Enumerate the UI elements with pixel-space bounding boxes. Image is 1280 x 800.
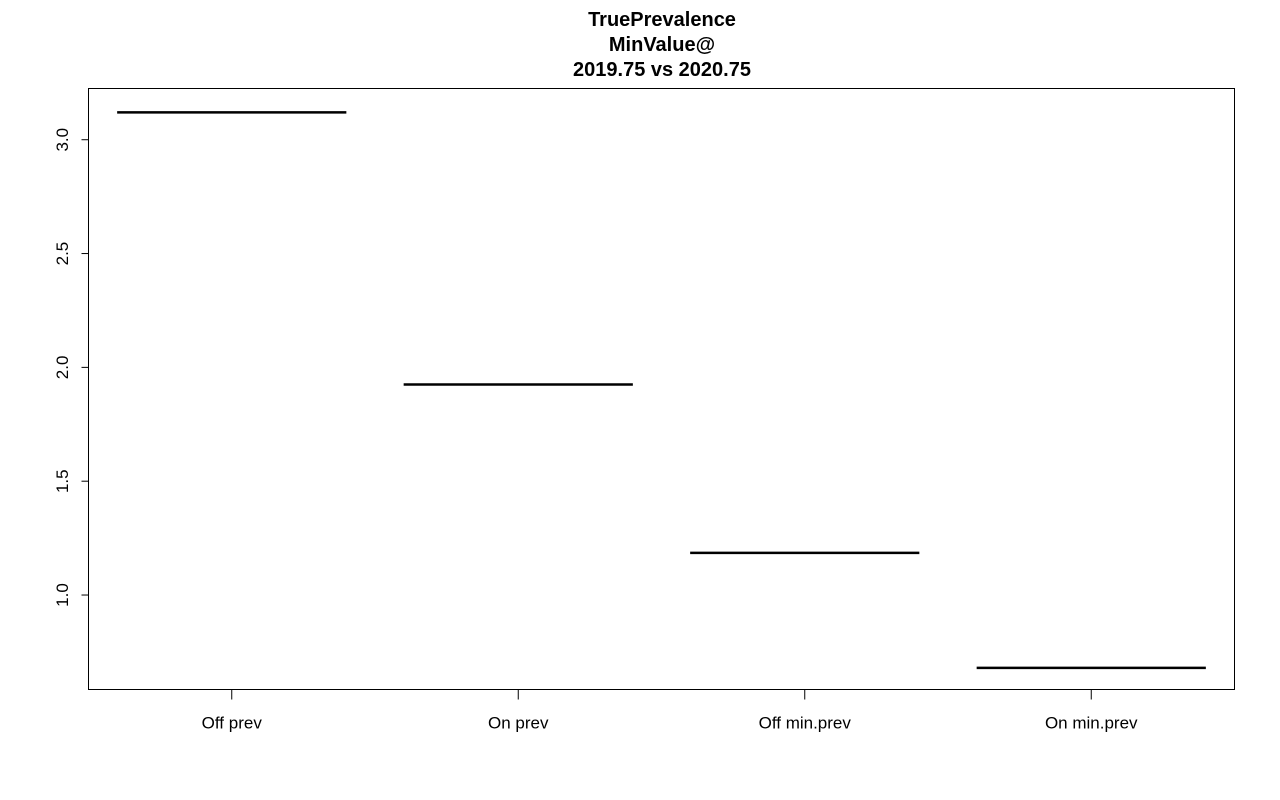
y-tick-label: 1.0 (53, 583, 72, 607)
x-tick-label: Off min.prev (759, 714, 852, 733)
y-tick-label: 2.5 (53, 242, 72, 266)
y-tick-label: 2.0 (53, 356, 72, 380)
y-axis: 1.0 1.5 2.0 2.5 3.0 (53, 128, 89, 607)
x-tick-label: On prev (488, 714, 549, 733)
y-tick-label: 3.0 (53, 128, 72, 152)
y-tick-label: 1.5 (53, 469, 72, 493)
plot-frame (88, 88, 1235, 690)
x-axis: Off prev On prev Off min.prev On min.prev (202, 689, 1138, 733)
chart-title-line-2: MinValue@ (608, 34, 716, 56)
chart-title-line-3: 2019.75 vs 2020.75 (573, 59, 751, 81)
data-marks (117, 111, 1206, 670)
chart-title: TruePrevalence MinValue@ 2019.75 vs 2020… (0, 8, 1280, 83)
chart-title-line-1: TruePrevalence (588, 9, 736, 31)
x-tick-label: Off prev (202, 714, 263, 733)
x-tick-label: On min.prev (1045, 714, 1138, 733)
